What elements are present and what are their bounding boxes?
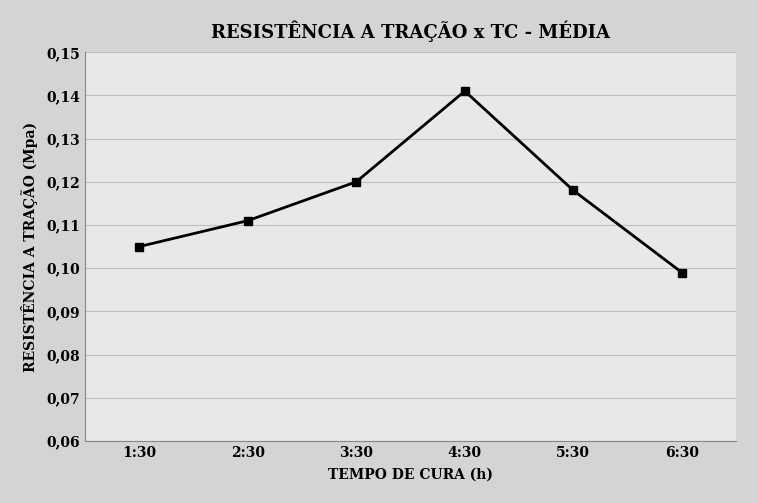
X-axis label: TEMPO DE CURA (h): TEMPO DE CURA (h) xyxy=(328,468,493,482)
Y-axis label: RESISTÊNCIA A TRAÇÃO (Mpa): RESISTÊNCIA A TRAÇÃO (Mpa) xyxy=(21,122,38,372)
Title: RESISTÊNCIA A TRAÇÃO x TC - MÉDIA: RESISTÊNCIA A TRAÇÃO x TC - MÉDIA xyxy=(211,21,610,42)
